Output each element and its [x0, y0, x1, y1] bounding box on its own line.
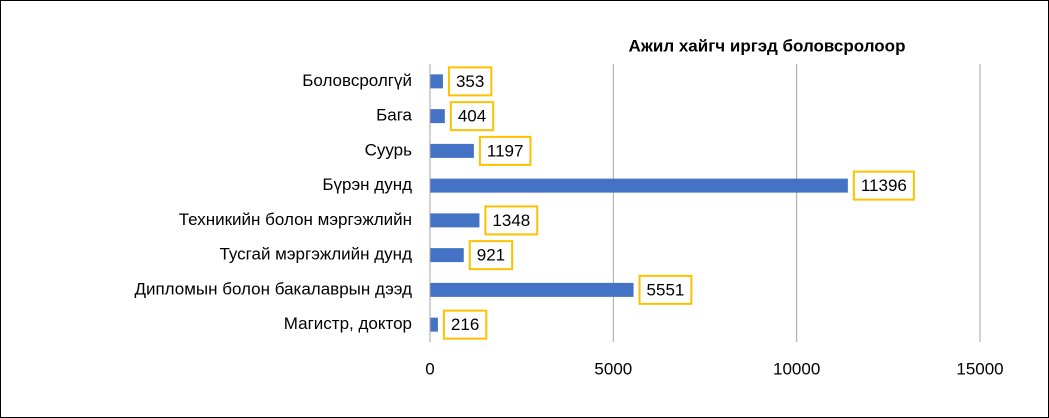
data-label-box: [852, 170, 915, 201]
data-label: 404: [458, 107, 486, 126]
data-label: 1348: [492, 211, 530, 230]
chart-title: Ажил хайгч иргэд боловсролоор: [629, 36, 906, 55]
data-label: 11396: [861, 176, 907, 195]
bar: [430, 143, 474, 158]
bar: [430, 213, 480, 228]
data-label-box: [442, 309, 488, 340]
data-label: 5551: [647, 280, 685, 299]
data-label: 353: [456, 72, 484, 91]
bar: [430, 178, 848, 193]
bar: [430, 248, 464, 263]
x-tick-label: 15000: [956, 359, 1003, 378]
data-label: 216: [451, 315, 479, 334]
data-label-box: [447, 66, 493, 97]
x-tick-label: 10000: [773, 359, 820, 378]
x-tick-label: 5000: [594, 359, 632, 378]
data-label-box: [638, 274, 693, 305]
data-label-box: [484, 205, 539, 236]
y-tick-label: Боловсролгүй: [302, 71, 412, 90]
y-tick-label: Дипломын болон бакалаврын дээд: [134, 279, 412, 298]
bar: [430, 109, 445, 124]
y-tick-label: Суурь: [365, 140, 413, 159]
bar: [430, 317, 438, 332]
x-tick-label: 0: [425, 359, 434, 378]
y-tick-label: Магистр, доктор: [284, 314, 412, 333]
y-tick-label: Тусгай мэргэжлийн дунд: [219, 245, 412, 264]
y-tick-label: Техникийн болон мэргэжлийн: [179, 210, 412, 229]
data-label: 921: [477, 246, 505, 265]
y-tick-label: Бүрэн дунд: [322, 175, 412, 194]
y-tick-label: Бага: [376, 106, 412, 125]
bar: [430, 282, 634, 297]
data-label-box: [468, 240, 514, 271]
bar: [430, 74, 443, 89]
data-label: 1197: [487, 141, 524, 160]
data-label-box: [449, 101, 495, 132]
data-label-box: [478, 135, 532, 166]
